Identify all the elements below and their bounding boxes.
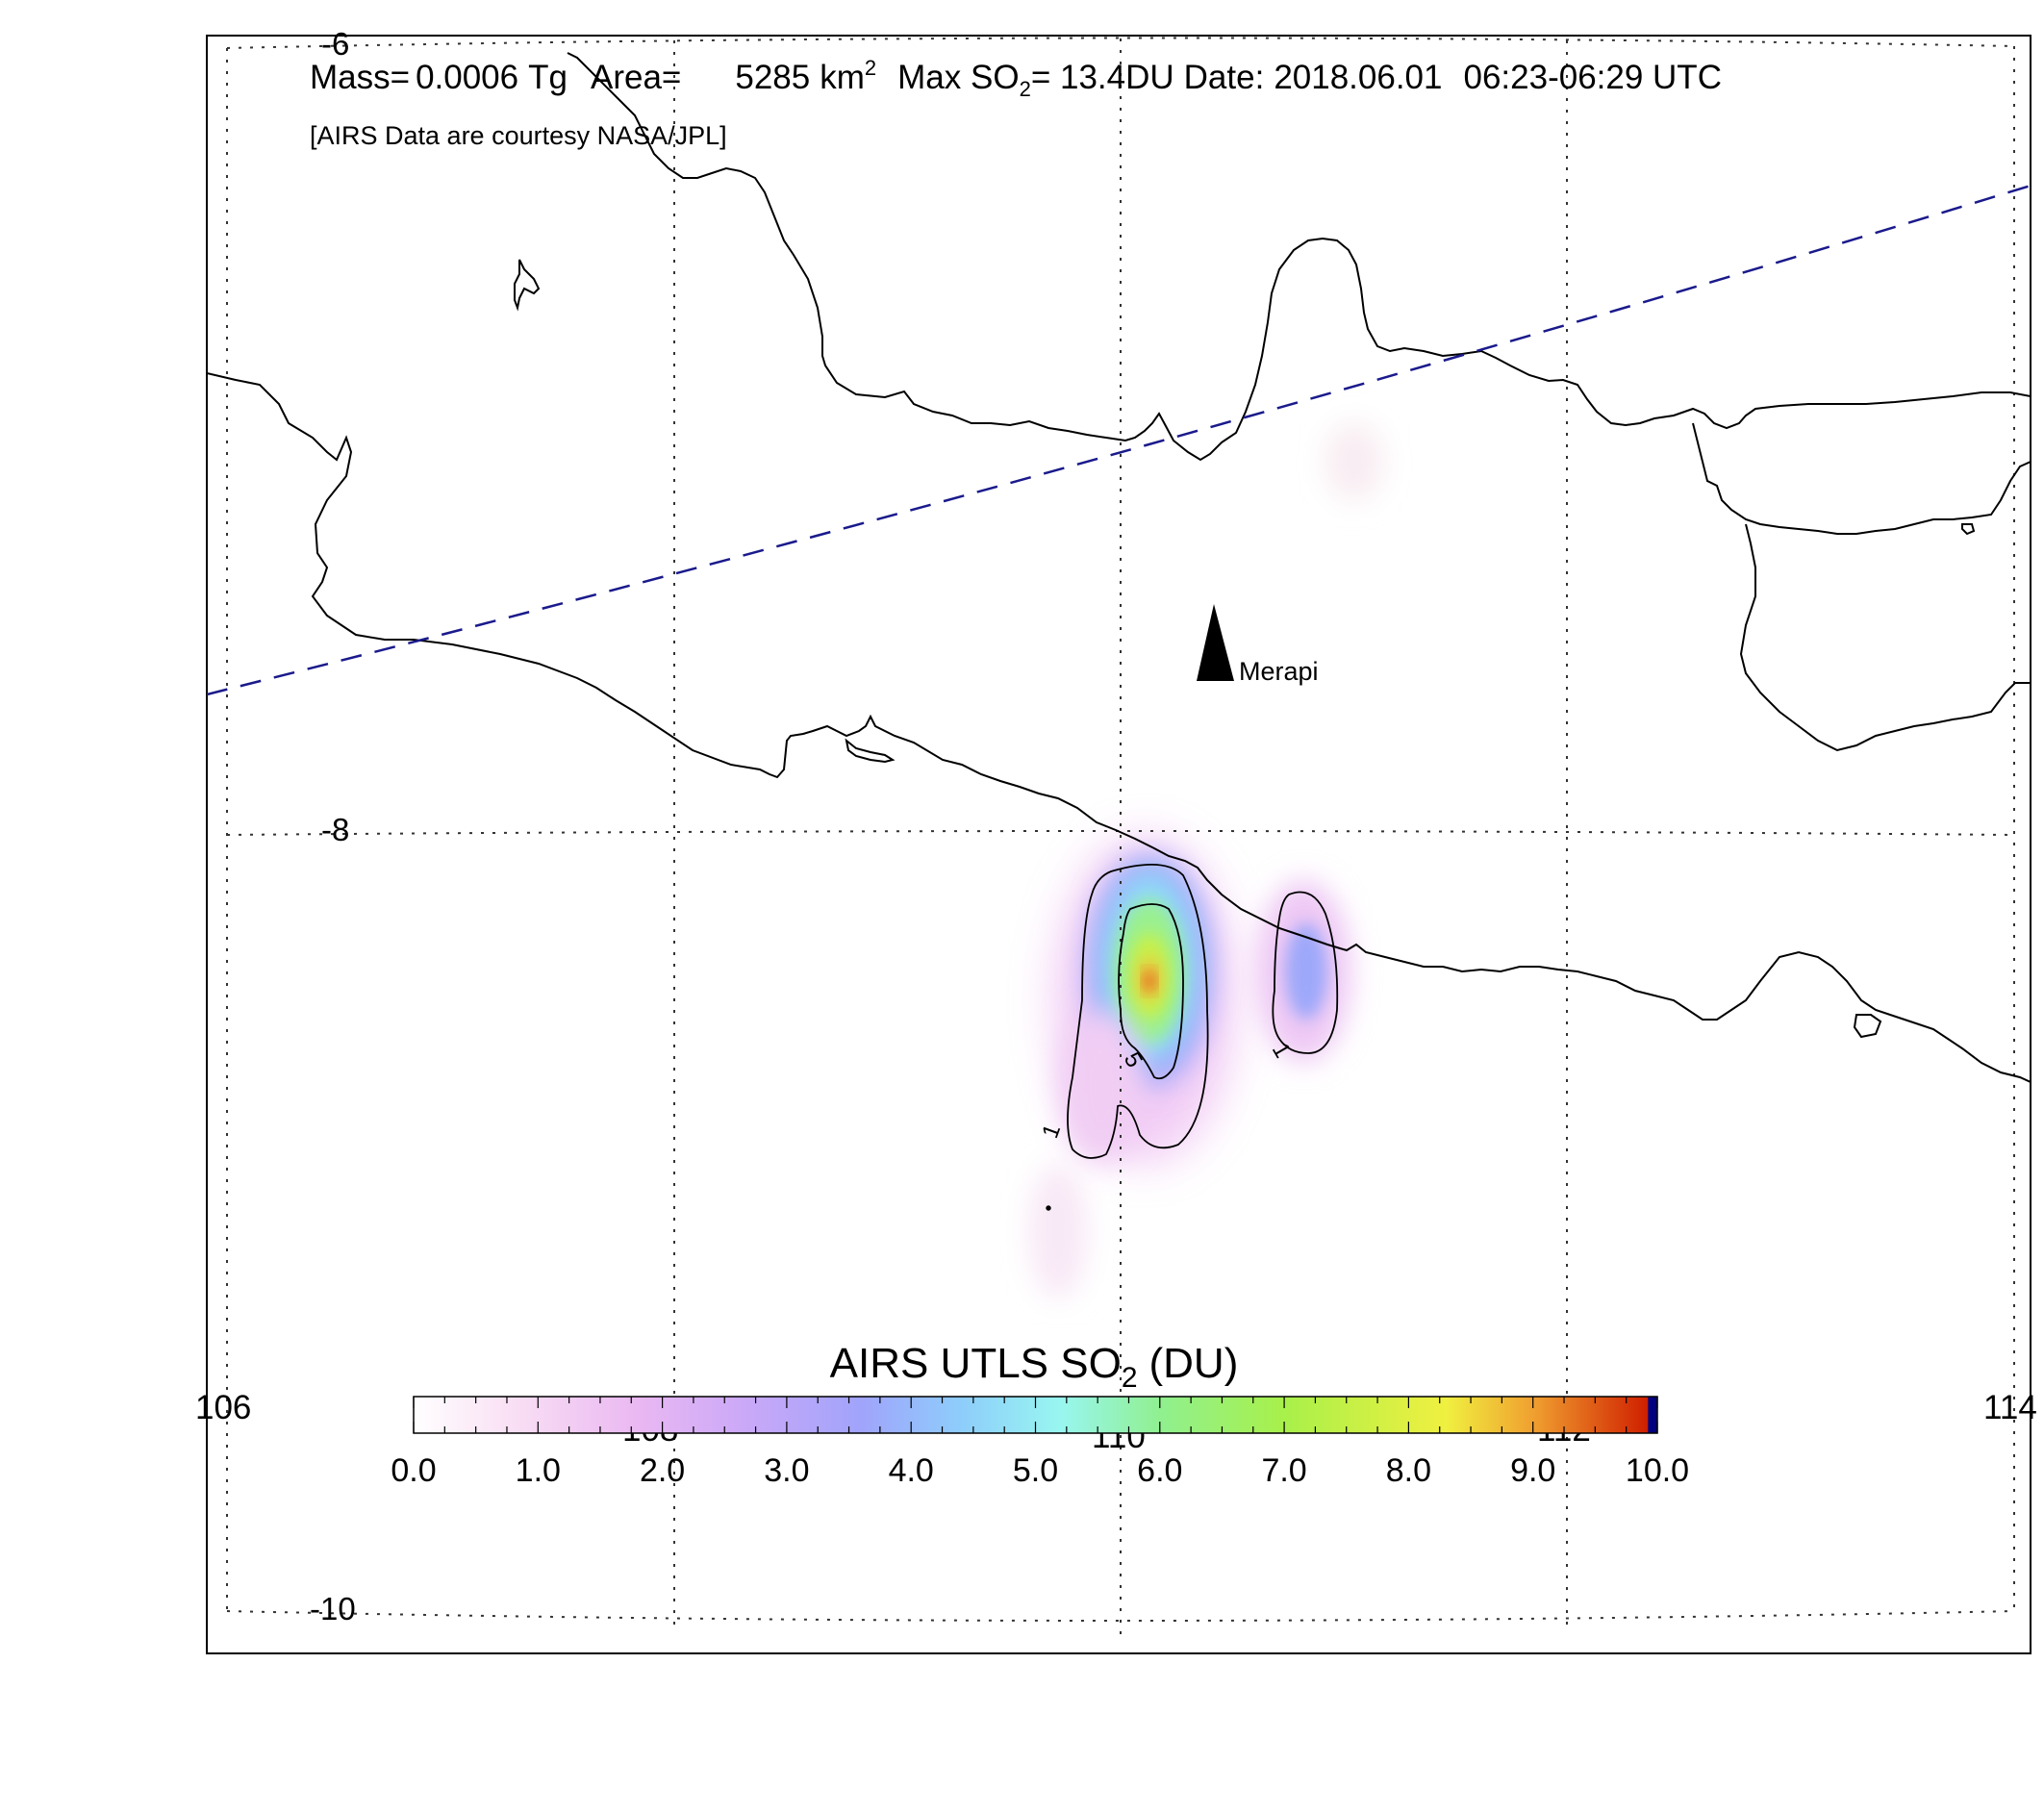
colorbar-tick-label: 10.0 bbox=[1626, 1452, 1689, 1489]
contour-5-main bbox=[1118, 903, 1184, 1080]
lon-label-106: 106 bbox=[195, 1389, 251, 1426]
volcano-merapi: Merapi bbox=[1197, 604, 1319, 686]
colorbar-tick-label: 4.0 bbox=[889, 1452, 934, 1489]
max-value: = 13.4DU bbox=[1031, 59, 1174, 96]
date-label: Date: bbox=[1184, 59, 1265, 96]
madura-coast bbox=[1692, 422, 2031, 535]
java-north-coast-upper bbox=[567, 52, 2031, 462]
data-credit: [AIRS Data are courtesy NASA/JPL] bbox=[310, 121, 727, 150]
area-value: 5285 bbox=[735, 59, 810, 96]
so2-contours bbox=[1046, 864, 1339, 1211]
max-label: Max SO bbox=[897, 59, 1019, 96]
east-java-coast bbox=[1739, 523, 2031, 752]
java-north-coast bbox=[207, 372, 2031, 1083]
contour-dot bbox=[1046, 1205, 1051, 1211]
map-frame bbox=[206, 35, 2031, 1654]
colorbar-title-unit: (DU) bbox=[1149, 1340, 1239, 1387]
header-line: Mass= 0.0006 Tg Area= 5285 km2 Max SO2= 13.4DU… bbox=[310, 56, 1722, 101]
colorbar-tick-label: 1.0 bbox=[516, 1452, 561, 1489]
colorbar-tick-label: 7.0 bbox=[1261, 1452, 1306, 1489]
colorbar-title-sub: 2 bbox=[1122, 1362, 1138, 1394]
mass-label: Mass= bbox=[310, 59, 410, 96]
colorbar-title: AIRS UTLS SO2 (DU) bbox=[830, 1340, 1239, 1394]
lat-label-10: -10 bbox=[310, 1591, 356, 1626]
colorbar-tick-label: 8.0 bbox=[1386, 1452, 1431, 1489]
colorbar-tick-label: 3.0 bbox=[764, 1452, 809, 1489]
contour-1-main bbox=[1067, 864, 1209, 1159]
graticule bbox=[226, 37, 2015, 1635]
lat-label-8: -8 bbox=[321, 812, 349, 847]
contour-1-east bbox=[1272, 891, 1339, 1054]
area-label: Area= bbox=[591, 59, 681, 96]
lat-labels: -6 -8 -10 bbox=[310, 26, 356, 1626]
volcano-label: Merapi bbox=[1239, 657, 1319, 686]
volcano-triangle-icon bbox=[1197, 604, 1234, 681]
area-unit-exp: 2 bbox=[865, 56, 876, 80]
colorbar-tick-label: 0.0 bbox=[391, 1452, 436, 1489]
satellite-track bbox=[207, 184, 2031, 696]
small-island-east bbox=[1961, 523, 1976, 536]
header: Mass= 0.0006 Tg Area= 5285 km2 Max SO2= 13.4DU… bbox=[310, 56, 1722, 150]
colorbar: AIRS UTLS SO2 (DU) 0.0 1.0 2.0 3.0 4.0 5.0 6.0 7… bbox=[391, 1340, 1689, 1489]
contour-label-1-a: 1 bbox=[1037, 1121, 1066, 1142]
small-island-west bbox=[514, 259, 541, 312]
colorbar-tick-label: 2.0 bbox=[640, 1452, 685, 1489]
colorbar-tick-label: 5.0 bbox=[1013, 1452, 1058, 1489]
so2-plume-shading bbox=[1029, 423, 1383, 1298]
colorbar-tick-label: 9.0 bbox=[1510, 1452, 1555, 1489]
inlet-coast bbox=[845, 738, 896, 764]
colorbar-title-main: AIRS UTLS SO bbox=[830, 1340, 1122, 1387]
lon-label-114: 114 bbox=[1983, 1389, 2037, 1426]
time-value: 06:23-06:29 UTC bbox=[1463, 59, 1721, 96]
date-value: 2018.06.01 bbox=[1274, 59, 1442, 96]
lat-label-6: -6 bbox=[321, 26, 349, 62]
coastlines bbox=[207, 52, 2031, 1083]
colorbar-ticks: 0.0 1.0 2.0 3.0 4.0 5.0 6.0 7.0 8.0 9.0 10.0 bbox=[391, 1397, 1689, 1489]
max-label-sub: 2 bbox=[1020, 77, 1031, 101]
mass-unit: Tg bbox=[528, 59, 568, 96]
area-unit: km bbox=[820, 59, 865, 96]
mass-value: 0.0006 bbox=[416, 59, 518, 96]
colorbar-tick-label: 6.0 bbox=[1137, 1452, 1182, 1489]
small-island-south bbox=[1853, 1014, 1882, 1039]
